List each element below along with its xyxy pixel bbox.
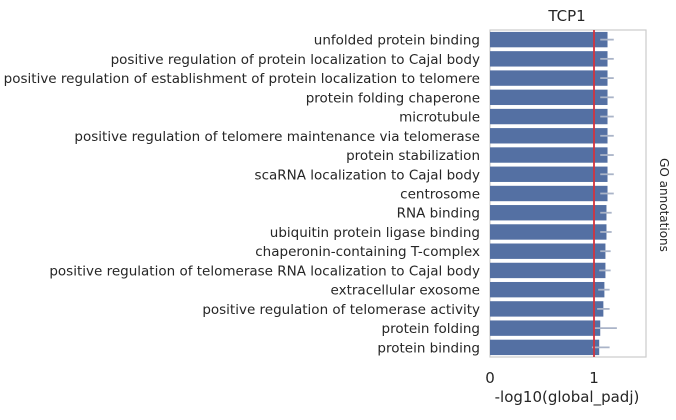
y-tick-label: positive regulation of telomerase activi… (202, 302, 480, 318)
bar (490, 301, 604, 317)
y-tick-label: centrosome (400, 187, 480, 203)
bar (490, 185, 608, 202)
y-tick-label: extracellular exosome (331, 283, 480, 299)
y-tick-label: protein binding (377, 340, 480, 356)
y-tick-label: positive regulation of protein localizat… (111, 52, 480, 68)
y-tick-label: positive regulation of telomere maintena… (74, 129, 480, 145)
bar (490, 224, 607, 240)
bar (490, 89, 608, 106)
bar (490, 70, 608, 86)
y-tick-label: unfolded protein binding (314, 33, 480, 49)
chart-title: TCP1 (547, 7, 585, 25)
side-label-go-annotations: GO annotations (657, 158, 671, 252)
y-tick-label: protein folding chaperone (306, 90, 480, 106)
bar (490, 262, 606, 279)
bar (490, 339, 600, 356)
bar (490, 205, 607, 221)
x-tick-label: 0 (485, 369, 495, 387)
bar (490, 51, 608, 67)
y-tick-label: microtubule (399, 110, 480, 126)
bar (490, 281, 605, 298)
bar (490, 243, 606, 259)
y-tick-label: positive regulation of establishment of … (4, 71, 480, 87)
bar (490, 128, 608, 144)
y-tick-label: protein folding (382, 321, 481, 337)
y-tick-label: chaperonin-containing T-complex (255, 244, 480, 260)
y-tick-label: ubiquitin protein ligase binding (270, 225, 480, 241)
bar (490, 166, 608, 182)
y-tick-label: scaRNA localization to Cajal body (255, 167, 480, 183)
bar (490, 31, 608, 48)
bar (490, 147, 608, 163)
bar (490, 108, 608, 125)
bar (490, 320, 601, 336)
x-axis-label: -log10(global_padj) (495, 388, 640, 407)
y-tick-label: RNA binding (397, 206, 480, 222)
x-tick-label: 1 (589, 369, 599, 387)
y-tick-label: positive regulation of telomerase RNA lo… (49, 263, 480, 279)
y-tick-label: protein stabilization (346, 148, 480, 164)
